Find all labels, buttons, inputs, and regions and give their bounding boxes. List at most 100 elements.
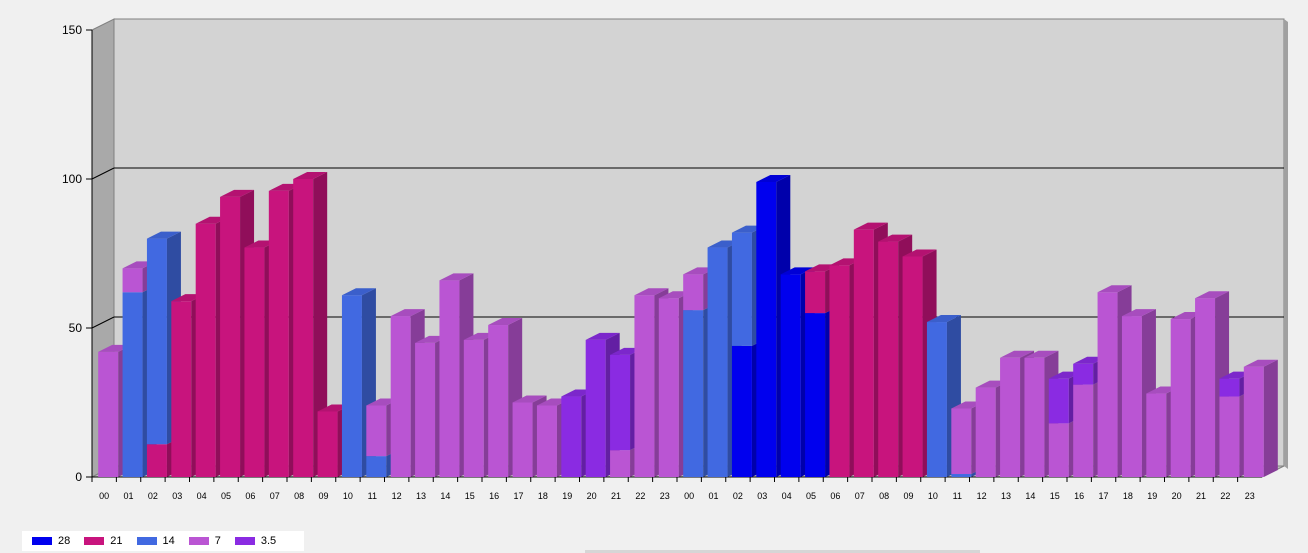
bar-top — [585, 332, 620, 340]
bar — [439, 280, 460, 477]
bar-top — [1024, 350, 1059, 358]
legend-label: 28 — [58, 535, 71, 547]
x-tick-label: 12 — [392, 491, 402, 501]
bar — [1219, 396, 1240, 477]
bar — [585, 339, 606, 477]
gridline-depth — [91, 316, 115, 329]
bar — [1097, 292, 1118, 477]
x-tick-label: 04 — [782, 491, 792, 501]
x-tick-label: 11 — [953, 491, 962, 501]
bar — [805, 313, 826, 477]
bar-top — [439, 273, 474, 281]
x-tick-label: 09 — [319, 491, 329, 501]
bar — [805, 271, 826, 314]
legend: 28 21 14 7 3.5 — [22, 531, 305, 551]
bar — [658, 298, 679, 477]
x-tick-label: 14 — [1025, 491, 1035, 501]
bar — [1073, 384, 1094, 477]
bar — [902, 256, 923, 477]
x-tick-label: 09 — [904, 491, 914, 501]
bar — [829, 265, 850, 477]
y-tick-label: 0 — [75, 470, 82, 484]
bar — [536, 405, 557, 477]
x-tick-label: 06 — [830, 491, 840, 501]
bar — [951, 408, 972, 475]
x-tick-label: 15 — [465, 491, 475, 501]
x-tick-label: 16 — [1074, 491, 1084, 501]
x-tick-label: 23 — [660, 491, 670, 501]
bar — [268, 190, 289, 478]
legend-swatch — [84, 537, 105, 545]
x-tick-label: 03 — [172, 491, 182, 501]
bar — [731, 232, 752, 346]
x-tick-label: 00 — [684, 491, 694, 501]
gridline-depth — [91, 167, 115, 180]
bar-top — [512, 395, 547, 403]
bar-top — [926, 315, 961, 323]
legend-label: 21 — [110, 535, 123, 547]
right-edge — [1284, 19, 1288, 469]
legend-item: 14 — [136, 535, 175, 547]
x-tick-label: 17 — [1099, 491, 1109, 501]
bar — [146, 444, 167, 477]
x-tick-label: 22 — [1220, 491, 1230, 501]
y-tick-label: 100 — [62, 172, 82, 186]
x-tick-label: 08 — [294, 491, 304, 501]
bar-side — [1263, 359, 1278, 477]
x-tick-label: 17 — [514, 491, 524, 501]
bar — [171, 301, 192, 477]
legend-swatch — [136, 537, 157, 545]
x-tick-label: 20 — [1172, 491, 1182, 501]
legend-item: 21 — [84, 535, 123, 547]
bar — [756, 181, 777, 478]
bar — [341, 295, 362, 477]
bar-top — [293, 172, 328, 179]
y-tick-label: 50 — [69, 321, 83, 335]
bar — [415, 342, 436, 477]
x-tick-label: 10 — [928, 491, 938, 501]
legend-item: 28 — [32, 535, 70, 547]
bar — [317, 411, 338, 477]
bar — [878, 241, 899, 477]
x-tick-label: 07 — [855, 491, 865, 501]
bar — [366, 405, 387, 457]
bar — [244, 247, 265, 477]
bar-top — [146, 231, 181, 239]
x-tick-label: 19 — [1147, 491, 1157, 501]
bar-top — [902, 249, 937, 257]
bar — [122, 292, 143, 477]
x-tick-label: 01 — [124, 491, 134, 501]
x-tick-label: 07 — [270, 491, 280, 501]
bar-top — [220, 189, 255, 197]
legend-swatch — [234, 537, 255, 545]
bar — [366, 456, 387, 477]
bar-top — [390, 309, 425, 317]
bar — [780, 274, 801, 477]
bar — [1121, 316, 1142, 477]
x-tick-label: 21 — [611, 491, 621, 501]
bar-top — [878, 234, 913, 242]
x-tick-label: 16 — [489, 491, 499, 501]
bar — [195, 223, 216, 477]
bar — [1048, 423, 1069, 477]
bar-top — [1121, 309, 1156, 317]
legend-item: 3.5 — [234, 535, 276, 547]
bar — [683, 274, 704, 311]
bar — [610, 450, 631, 477]
chart-area: 0 50 100 150 00 01 02 03 04 05 06 07 08 09 10 11 12 13 14 1… — [62, 18, 1288, 501]
x-tick-label: 02 — [733, 491, 743, 501]
x-tick-label: 18 — [538, 491, 548, 501]
legend-label: 14 — [162, 535, 175, 547]
bar — [683, 310, 704, 477]
x-tick-label: 22 — [635, 491, 645, 501]
x-tick-label: 13 — [416, 491, 426, 501]
bar — [1024, 357, 1045, 477]
horizontal-scrollbar[interactable] — [585, 550, 980, 553]
bar — [390, 316, 411, 477]
bar-top — [853, 222, 888, 230]
bar — [1146, 393, 1167, 477]
legend-swatch — [32, 537, 52, 545]
legend-label: 7 — [214, 535, 221, 547]
bar — [146, 238, 167, 445]
